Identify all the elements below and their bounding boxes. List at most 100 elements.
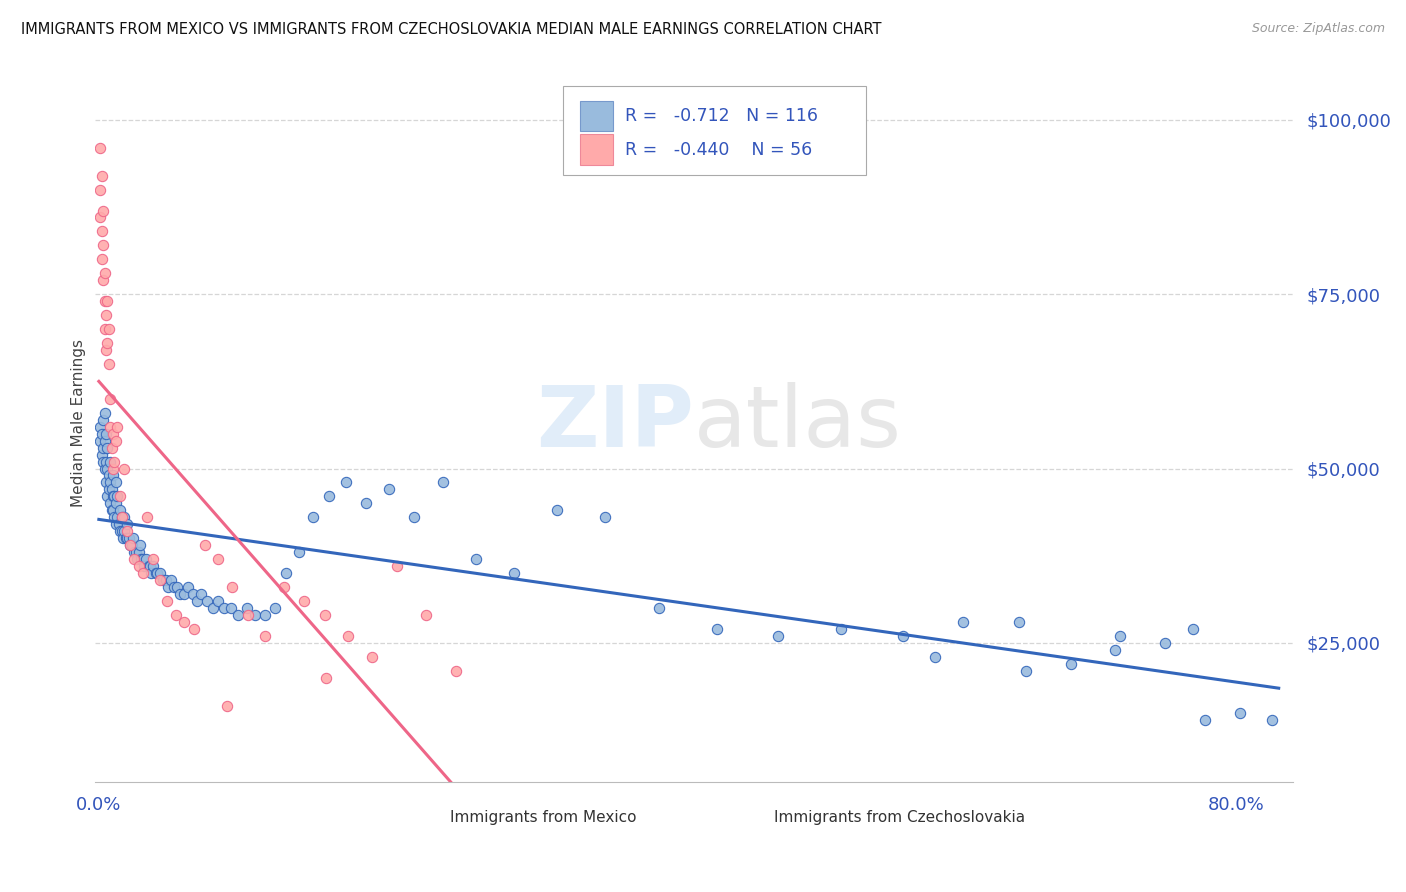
Point: [124, 545, 146, 559]
Point: [96, 490, 118, 504]
Point: [94, 426, 117, 441]
Point: [96, 441, 118, 455]
Point: [90, 426, 112, 441]
Point: [125, 545, 148, 559]
Point: [142, 559, 165, 574]
Point: [378, 483, 401, 497]
Point: [173, 587, 195, 601]
Point: [132, 566, 155, 581]
Point: [98, 454, 121, 468]
Point: [354, 496, 377, 510]
Point: [120, 538, 142, 552]
Point: [93, 294, 115, 309]
Point: [593, 510, 616, 524]
Point: [404, 510, 426, 524]
Point: [112, 524, 135, 539]
Point: [166, 580, 188, 594]
Point: [93, 434, 115, 448]
Point: [149, 573, 172, 587]
Point: [273, 580, 295, 594]
Point: [105, 419, 128, 434]
Point: [165, 607, 187, 622]
Point: [117, 531, 139, 545]
Point: [120, 538, 142, 552]
Point: [100, 503, 122, 517]
Point: [1060, 657, 1083, 671]
Point: [89, 419, 111, 434]
Point: [132, 552, 155, 566]
Point: [91, 273, 114, 287]
Point: [444, 664, 467, 678]
Point: [1229, 706, 1251, 720]
Point: [1108, 629, 1130, 643]
Point: [360, 649, 382, 664]
Point: [157, 580, 180, 594]
Point: [768, 629, 790, 643]
Point: [110, 524, 132, 539]
Point: [201, 601, 224, 615]
Point: [302, 510, 325, 524]
Point: [1194, 713, 1216, 727]
Point: [156, 594, 179, 608]
Point: [318, 490, 340, 504]
Point: [146, 566, 169, 581]
Point: [706, 622, 728, 636]
Text: Immigrants from Czechoslovakia: Immigrants from Czechoslovakia: [775, 810, 1025, 825]
Point: [91, 441, 114, 455]
Point: [107, 517, 129, 532]
Point: [117, 524, 139, 539]
Point: [254, 629, 277, 643]
Point: [221, 580, 243, 594]
Point: [254, 607, 277, 622]
Point: [207, 552, 229, 566]
Point: [288, 545, 311, 559]
Point: [152, 573, 174, 587]
Y-axis label: Median Male Earnings: Median Male Earnings: [72, 339, 86, 508]
Point: [136, 510, 159, 524]
Point: [100, 441, 122, 455]
Point: [101, 490, 124, 504]
Point: [131, 552, 153, 566]
Point: [893, 629, 915, 643]
Point: [245, 607, 267, 622]
Text: ZIP: ZIP: [536, 382, 693, 465]
Point: [235, 601, 257, 615]
Point: [89, 211, 111, 225]
Point: [1182, 622, 1205, 636]
Point: [96, 461, 118, 475]
Point: [100, 483, 122, 497]
Point: [177, 580, 200, 594]
Point: [292, 594, 315, 608]
Point: [103, 490, 125, 504]
Point: [98, 419, 121, 434]
Point: [94, 454, 117, 468]
FancyBboxPatch shape: [564, 87, 866, 175]
Point: [335, 475, 357, 490]
Point: [93, 406, 115, 420]
Point: [163, 580, 186, 594]
Point: [101, 503, 124, 517]
Point: [128, 545, 150, 559]
Point: [194, 538, 217, 552]
Point: [122, 531, 145, 545]
Point: [336, 629, 359, 643]
Point: [98, 392, 121, 406]
Point: [1260, 713, 1282, 727]
Point: [276, 566, 298, 581]
Point: [173, 615, 195, 629]
Point: [108, 524, 131, 539]
Point: [103, 454, 125, 468]
Point: [91, 454, 114, 468]
Point: [952, 615, 974, 629]
Point: [195, 594, 218, 608]
Text: R =   -0.712   N = 116: R = -0.712 N = 116: [626, 107, 818, 125]
Point: [90, 169, 112, 183]
Point: [464, 552, 486, 566]
Point: [121, 538, 143, 552]
Point: [149, 566, 172, 581]
Point: [108, 490, 131, 504]
Point: [89, 434, 111, 448]
Point: [101, 468, 124, 483]
Point: [924, 649, 946, 664]
Point: [118, 531, 141, 545]
